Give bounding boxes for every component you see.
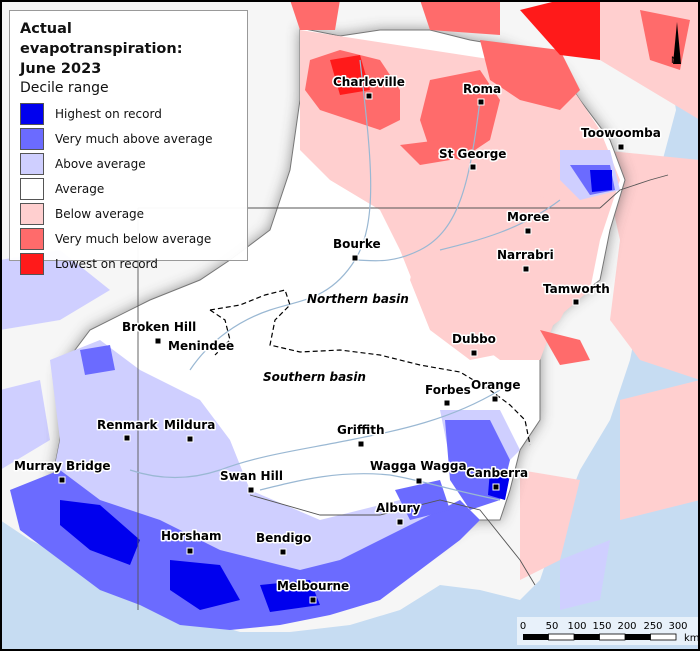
town-label-toowoomba: Toowoomba <box>581 126 661 140</box>
town-marker-albury <box>396 518 404 526</box>
town-marker-renmark <box>123 434 131 442</box>
scale-tick-50: 50 <box>546 621 559 632</box>
town-label-mildura: Mildura <box>164 418 215 432</box>
north-arrow-label: N <box>671 56 678 66</box>
town-label-roma: Roma <box>463 82 501 96</box>
very-much-above-regions <box>10 165 615 630</box>
town-label-murray-bridge: Murray Bridge <box>14 459 111 473</box>
town-label-st-george: St George <box>439 147 506 161</box>
basin-divide <box>209 289 531 446</box>
town-label-horsham: Horsham <box>161 529 222 543</box>
legend-subtitle: Decile range <box>20 80 109 96</box>
legend-item-label: Average <box>55 181 105 196</box>
town-label-swan-hill: Swan Hill <box>220 469 283 483</box>
town-label-forbes: Forbes <box>425 383 471 397</box>
town-markers: Charleville Roma Toowoomba St George Mor… <box>13 74 662 604</box>
town-label-bendigo: Bendigo <box>256 531 311 545</box>
town-marker-roma <box>477 98 485 106</box>
town-label-wagga-wagga: Wagga Wagga <box>370 459 467 473</box>
town-marker-tamworth <box>572 298 580 306</box>
legend-items: Highest on record Very much above average… <box>20 101 237 276</box>
legend-item-label: Very much above average <box>55 131 213 146</box>
town-label-griffith: Griffith <box>337 423 385 437</box>
legend-title-line1: Actual evapotranspiration: <box>20 21 183 57</box>
legend-swatch <box>20 127 44 150</box>
town-marker-toowoomba <box>617 143 625 151</box>
town-label-menindee: Menindee <box>168 339 234 353</box>
town-marker-orange <box>491 395 499 403</box>
north-arrow-icon <box>673 22 681 64</box>
legend-item-label: Lowest on record <box>55 256 158 271</box>
town-label-tamworth: Tamworth <box>543 282 610 296</box>
town-marker-horsham <box>186 547 194 555</box>
legend-item: Very much above average <box>20 126 237 151</box>
legend-swatch <box>20 177 44 200</box>
legend-swatch <box>20 102 44 125</box>
scale-tick-300: 300 <box>668 621 687 632</box>
legend-swatch <box>20 252 44 275</box>
town-marker-charleville <box>365 92 373 100</box>
town-label-orange: Orange <box>471 378 521 392</box>
town-marker-dubbo <box>470 349 478 357</box>
very-much-below-regions <box>290 0 600 365</box>
legend-item: Very much below average <box>20 226 237 251</box>
town-marker-broken-hill <box>154 337 162 345</box>
town-label-melbourne: Melbourne <box>277 579 349 593</box>
town-label-moree: Moree <box>507 210 549 224</box>
menindee-boundary <box>209 309 231 356</box>
legend-item: Highest on record <box>20 101 237 126</box>
scale-bar: 0 50 100 150 200 250 300 km <box>517 617 700 645</box>
north-arrow: N <box>671 22 681 66</box>
legend-item: Average <box>20 176 237 201</box>
northern-basin-label: Northern basin <box>307 292 409 306</box>
legend-swatch <box>20 227 44 250</box>
legend-item-label: Below average <box>55 206 145 221</box>
town-marker-melbourne <box>309 596 317 604</box>
rivers <box>129 59 561 501</box>
town-label-canberra: Canberra <box>466 466 528 480</box>
town-label-charleville: Charleville <box>333 75 405 89</box>
town-label-broken-hill: Broken Hill <box>122 320 196 334</box>
legend-item: Below average <box>20 201 237 226</box>
town-marker-bendigo <box>279 548 287 556</box>
legend-item: Above average <box>20 151 237 176</box>
town-marker-swan-hill <box>247 486 255 494</box>
town-marker-st-george <box>469 163 477 171</box>
town-label-narrabri: Narrabri <box>497 248 554 262</box>
town-marker-bourke <box>351 254 359 262</box>
legend-swatch <box>20 202 44 225</box>
legend-item-label: Very much below average <box>55 231 212 246</box>
scale-tick-200: 200 <box>617 621 636 632</box>
town-marker-griffith <box>357 440 365 448</box>
town-marker-murray-bridge <box>58 476 66 484</box>
southern-basin-label: Southern basin <box>263 370 366 384</box>
town-marker-moree <box>524 227 532 235</box>
town-label-dubbo: Dubbo <box>452 332 496 346</box>
scale-tick-0: 0 <box>520 621 526 632</box>
scale-tick-150: 150 <box>592 621 611 632</box>
scale-tick-100: 100 <box>567 621 586 632</box>
town-label-albury: Albury <box>376 501 420 515</box>
legend-swatch <box>20 152 44 175</box>
town-label-bourke: Bourke <box>333 237 381 251</box>
scale-tick-250: 250 <box>643 621 662 632</box>
legend-item-label: Above average <box>55 156 146 171</box>
town-marker-forbes <box>443 399 451 407</box>
town-marker-mildura <box>186 435 194 443</box>
town-label-renmark: Renmark <box>97 418 158 432</box>
scale-unit: km <box>684 633 700 644</box>
town-marker-canberra <box>492 483 500 491</box>
town-marker-narrabri <box>522 265 530 273</box>
legend-item-label: Highest on record <box>55 106 162 121</box>
legend-title-line2: June 2023 <box>20 61 102 77</box>
town-marker-wagga-wagga <box>415 477 423 485</box>
legend-item: Lowest on record <box>20 251 237 276</box>
legend: Actual evapotranspiration: June 2023 Dec… <box>9 10 248 275</box>
